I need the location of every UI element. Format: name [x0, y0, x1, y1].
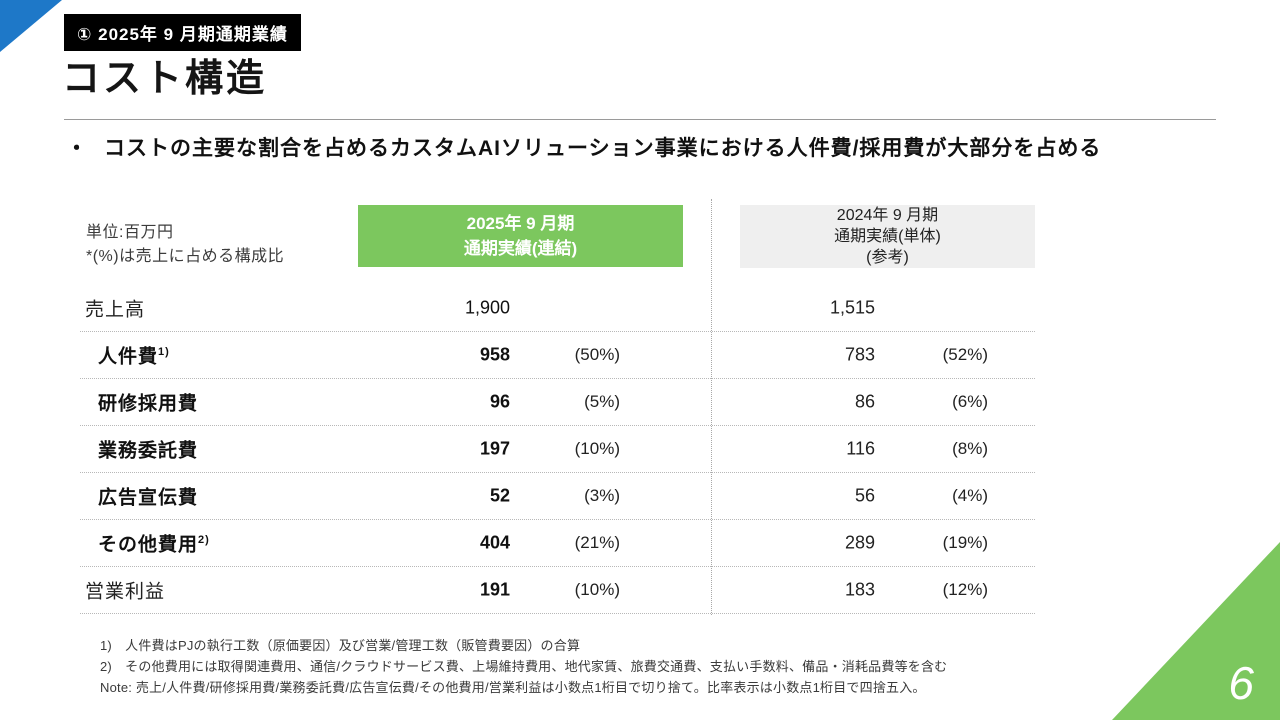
bullet-marker: ・: [66, 137, 88, 160]
row-label: 研修採用費: [98, 393, 199, 415]
pct-2024: (6%): [952, 392, 988, 411]
row-label: 広告宣伝費: [98, 487, 199, 509]
column-header-2024-line1: 2024年 9 月期: [836, 206, 939, 224]
table-row-other-costs: その他費用2) 404 (21%) 289 (19%): [80, 520, 1035, 567]
column-header-2025-line2: 通期実績(連結): [463, 239, 578, 258]
row-label: 売上高: [85, 299, 146, 321]
value-2024: 183: [844, 579, 875, 600]
column-header-2024-line2: 通期実績(単体): [834, 227, 941, 245]
column-header-2024: 2024年 9 月期 通期実績(単体) (参考): [740, 205, 1035, 268]
corner-triangle-green: [1112, 542, 1280, 720]
pct-2025: (5%): [584, 392, 620, 411]
page-number: 6: [1228, 657, 1254, 709]
value-2024: 783: [844, 344, 875, 365]
value-2025: 191: [479, 579, 510, 600]
pct-2024: (4%): [952, 486, 988, 505]
footnotes: 1) 人件費はPJの執行工数（原価要因）及び営業/管理工数（販管費要因）の合算 …: [100, 636, 947, 698]
value-2024: 116: [846, 438, 875, 459]
unit-note-line1: 単位:百万円: [86, 224, 174, 241]
pct-2025: (50%): [574, 345, 620, 364]
pct-2024: (12%): [942, 580, 988, 599]
pct-2025: (3%): [584, 486, 620, 505]
column-header-2025: 2025年 9 月期 通期実績(連結): [358, 205, 683, 267]
key-message-text: コストの主要な割合を占めるカスタムAIソリューション事業における人件費/採用費が…: [104, 137, 1102, 160]
value-2025: 404: [479, 532, 510, 553]
row-label: 業務委託費: [98, 440, 199, 462]
value-2024: 1,515: [829, 297, 875, 318]
footnote-ref: 2): [198, 534, 210, 547]
table-row-sales: 売上高 1,900 1,515: [80, 285, 1035, 332]
value-2025: 1,900: [464, 297, 510, 318]
table-row-personnel: 人件費1) 958 (50%) 783 (52%): [80, 332, 1035, 379]
table-row-advertising: 広告宣伝費 52 (3%) 56 (4%): [80, 473, 1035, 520]
table-row-training: 研修採用費 96 (5%) 86 (6%): [80, 379, 1035, 426]
pct-2024: (8%): [952, 439, 988, 458]
row-label: 営業利益: [85, 581, 166, 603]
title-divider: [64, 119, 1216, 120]
corner-triangle-blue: [0, 0, 62, 52]
value-2025: 52: [489, 485, 510, 506]
footnote-ref: 1): [158, 346, 170, 359]
pct-2025: (10%): [574, 580, 620, 599]
value-2025: 96: [489, 391, 510, 412]
unit-note-line2: *(%)は売上に占める構成比: [86, 248, 285, 265]
column-header-2024-line3: (参考): [866, 249, 909, 267]
page-title: コスト構造: [62, 58, 268, 100]
unit-note: 単位:百万円 *(%)は売上に占める構成比: [86, 221, 284, 269]
row-label: その他費用2): [98, 534, 210, 556]
footnote-note: Note: 売上/人件費/研修採用費/業務委託費/広告宣伝費/その他費用/営業利…: [100, 679, 926, 695]
pct-2024: (19%): [942, 533, 988, 552]
table-row-operating-profit: 営業利益 191 (10%) 183 (12%): [80, 567, 1035, 614]
footnote-1: 1) 人件費はPJの執行工数（原価要因）及び営業/管理工数（販管費要因）の合算: [100, 638, 581, 653]
value-2025: 197: [479, 438, 510, 459]
column-separator: [711, 199, 712, 615]
pct-2025: (21%): [574, 533, 620, 552]
value-2024: 86: [854, 391, 875, 412]
table-row-outsourcing: 業務委託費 197 (10%) 116 (8%): [80, 426, 1035, 473]
column-header-2025-line1: 2025年 9 月期: [466, 213, 575, 233]
footnote-2: 2) その他費用には取得関連費用、通信/クラウドサービス費、上場維持費用、地代家…: [100, 658, 948, 674]
section-badge: ① 2025年 9 月期通期業績: [64, 14, 301, 51]
value-2024: 289: [844, 532, 875, 553]
pct-2024: (52%): [942, 345, 988, 364]
pct-2025: (10%): [574, 439, 620, 458]
row-label: 人件費1): [98, 346, 170, 368]
key-message: ・ コストの主要な割合を占めるカスタムAIソリューション事業における人件費/採用…: [66, 132, 1101, 162]
value-2024: 56: [854, 485, 875, 506]
value-2025: 958: [479, 344, 510, 365]
